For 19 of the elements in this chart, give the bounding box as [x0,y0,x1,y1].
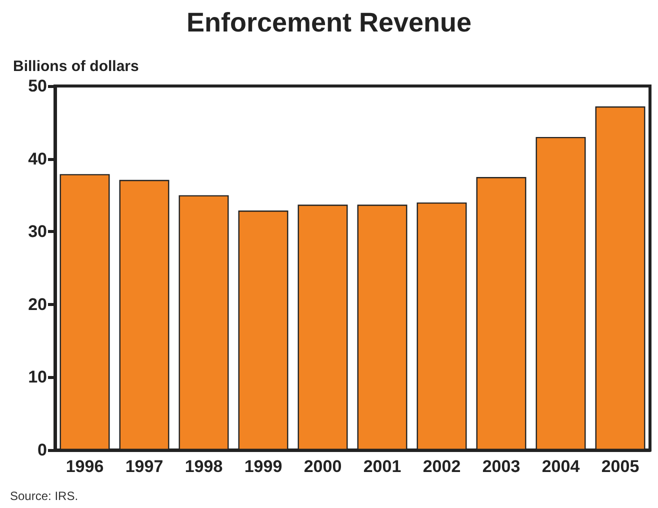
y-tick-label: 10 [28,368,47,387]
x-tick-label: 2002 [422,457,461,476]
y-tick-label: 40 [28,149,47,168]
x-tick-label: 1999 [244,457,282,476]
y-tick-label: 0 [38,440,47,460]
x-tick-label: 2003 [482,457,520,476]
x-tick-label: 2000 [304,457,342,476]
chart-title: Enforcement Revenue [186,8,472,38]
y-tick-label: 30 [28,222,47,242]
x-tick-label: 1996 [66,457,104,476]
x-tick-label: 1997 [125,457,164,476]
y-axis-title: Billions of dollars [13,58,139,75]
y-tick-label: 50 [28,76,47,96]
x-tick-label: 2001 [363,457,402,476]
x-tick-label: 2004 [542,457,580,476]
x-tick-label: 1998 [184,457,223,476]
y-tick-label: 20 [28,294,47,314]
source-note: Source: IRS. [10,489,78,503]
x-tick-label: 2005 [601,457,640,476]
